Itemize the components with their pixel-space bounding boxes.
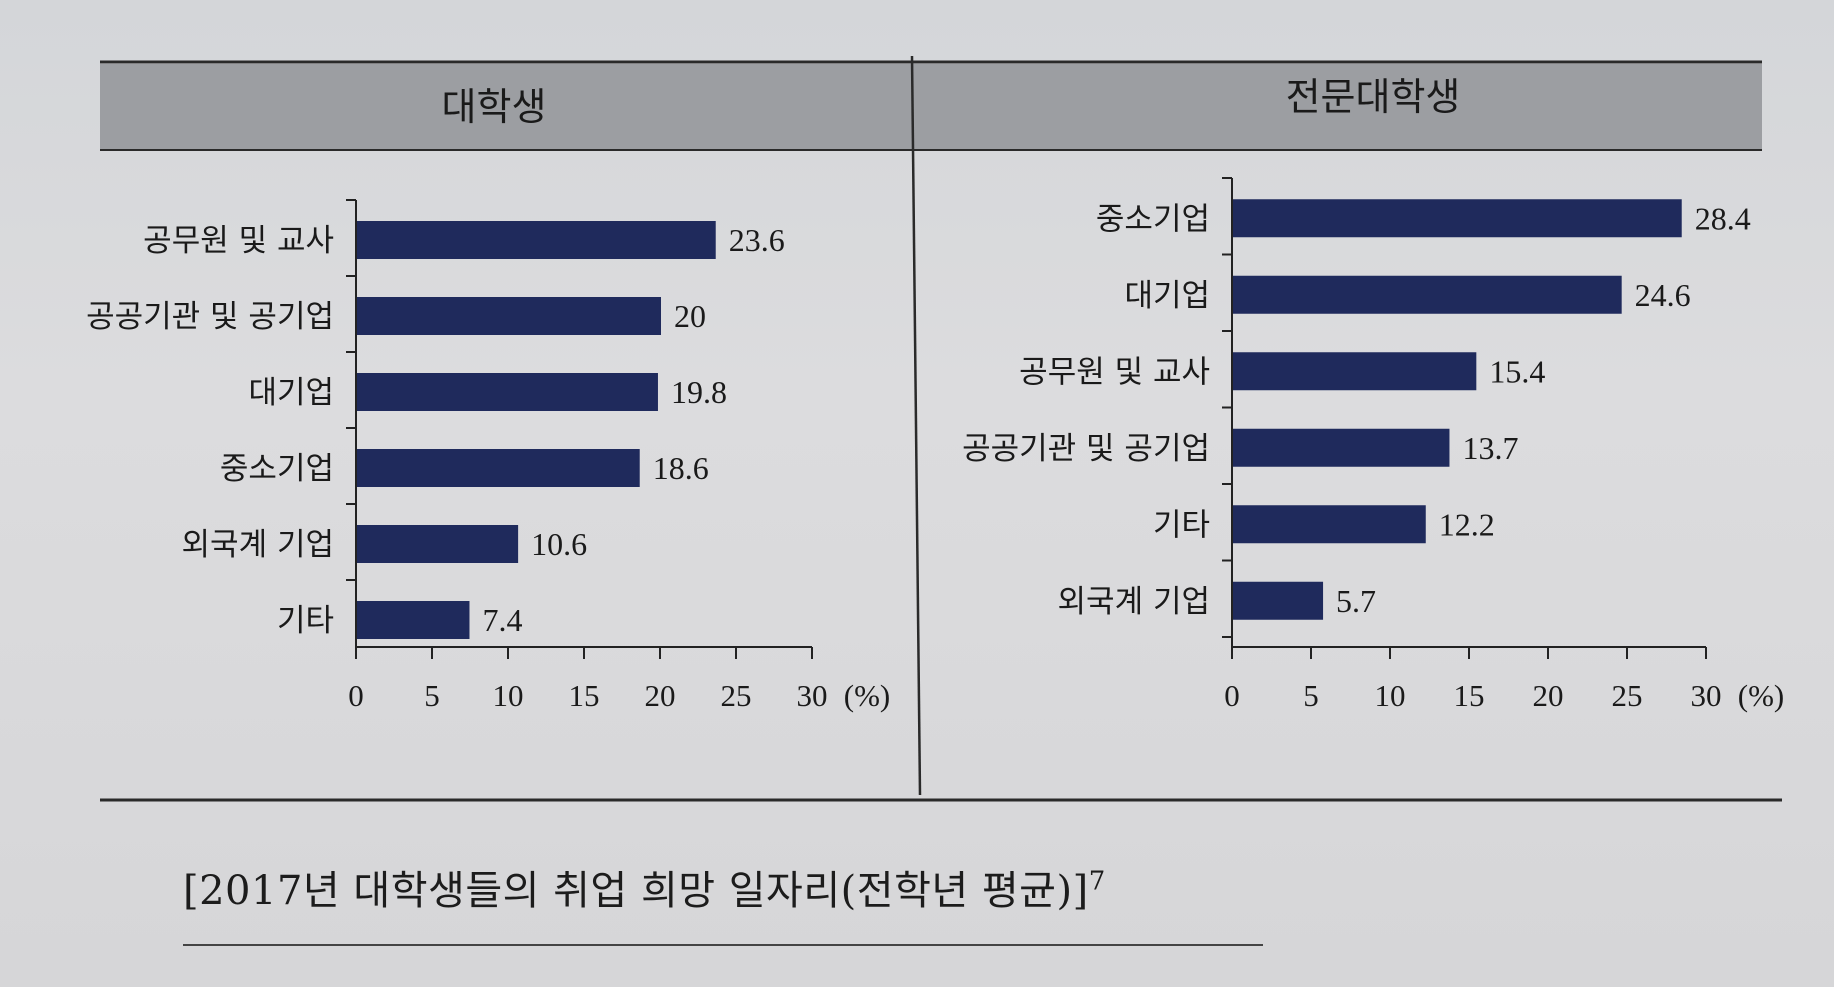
- bar-value-label: 5.7: [1336, 583, 1376, 619]
- chart-college: 0 5 10 15 20 25 30 (%) 28.4 중소기업 24.6 대기업 15.4 공무원 및 …: [962, 177, 1784, 713]
- category-label: 대기업: [248, 375, 334, 411]
- category-label: 대기업: [1124, 278, 1210, 314]
- x-tick-label: 30: [797, 678, 828, 713]
- category-label: 중소기업: [220, 451, 334, 487]
- bar-value-label: 28.4: [1695, 200, 1751, 236]
- x-tick-label: 10: [1375, 678, 1406, 713]
- category-label: 공무원 및 교사: [1019, 354, 1210, 390]
- bar: [1233, 428, 1450, 467]
- x-unit-label: (%): [1738, 678, 1784, 713]
- bar: [1233, 199, 1682, 238]
- x-tick-label: 30: [1691, 678, 1722, 713]
- bar-value-label: 24.6: [1635, 277, 1691, 313]
- bar: [1233, 352, 1477, 391]
- panel-title-university: 대학생: [442, 85, 547, 129]
- bar: [1233, 505, 1426, 544]
- category-label: 외국계 기업: [182, 527, 334, 563]
- chart-university: 0 5 10 15 20 25 30 (%) 23.6 공무원 및 교사 20 공공기관 및 공기업 1…: [86, 199, 890, 713]
- bar-value-label: 13.7: [1462, 430, 1518, 466]
- x-tick-label: 20: [1533, 678, 1564, 713]
- bar: [357, 525, 519, 563]
- bar-value-label: 15.4: [1489, 353, 1545, 389]
- x-unit-label: (%): [844, 678, 890, 713]
- x-tick-label: 0: [348, 678, 364, 713]
- caption-footnote: 7: [1088, 866, 1106, 897]
- figure-caption: [2017년 대학생들의 취업 희망 일자리(전학년 평균)]7: [183, 858, 1106, 916]
- panel-divider: [910, 55, 922, 796]
- category-label: 공무원 및 교사: [143, 223, 334, 259]
- bar-value-label: 7.4: [482, 602, 522, 638]
- x-tick-label: 20: [645, 678, 676, 713]
- bar-value-label: 19.8: [671, 374, 727, 410]
- category-label: 공공기관 및 공기업: [962, 431, 1210, 467]
- x-tick-label: 5: [1303, 678, 1319, 713]
- category-label: 기타: [1153, 507, 1210, 543]
- x-tick-label: 0: [1224, 678, 1240, 713]
- bar-value-label: 20: [674, 298, 706, 334]
- category-label: 공공기관 및 공기업: [86, 299, 334, 335]
- bar: [357, 601, 470, 639]
- bar: [357, 221, 716, 259]
- bar-value-label: 18.6: [653, 450, 709, 486]
- category-label: 기타: [277, 603, 334, 639]
- bar-value-label: 12.2: [1439, 506, 1495, 542]
- caption-underline: [183, 944, 1263, 946]
- bar: [357, 373, 658, 411]
- x-tick-label: 10: [493, 678, 524, 713]
- table-header-band: [100, 64, 1762, 150]
- caption-text: [2017년 대학생들의 취업 희망 일자리(전학년 평균)]: [183, 868, 1089, 914]
- bar: [357, 297, 661, 335]
- bar: [1233, 581, 1324, 620]
- x-tick-label: 25: [721, 678, 752, 713]
- panel-title-college: 전문대학생: [1286, 75, 1461, 119]
- x-tick-label: 15: [569, 678, 600, 713]
- bar: [357, 449, 640, 487]
- bar-value-label: 23.6: [729, 222, 785, 258]
- x-tick-label: 25: [1612, 678, 1643, 713]
- category-label: 외국계 기업: [1058, 584, 1210, 620]
- bar: [1233, 275, 1622, 314]
- category-label: 중소기업: [1096, 201, 1210, 237]
- x-tick-label: 15: [1454, 678, 1485, 713]
- x-tick-label: 5: [424, 678, 440, 713]
- bar-value-label: 10.6: [531, 526, 587, 562]
